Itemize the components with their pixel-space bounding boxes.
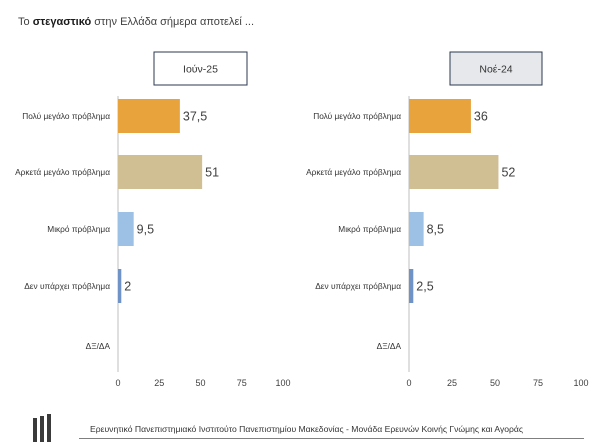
panel-2-x-tick-label: 50 xyxy=(490,378,500,388)
panel-2-bar xyxy=(409,99,471,133)
panel-2-category-label: ΔΞ/ΔΑ xyxy=(377,341,402,351)
heading-prefix: Το xyxy=(18,16,33,28)
panel-1-bar xyxy=(118,269,122,303)
panel-2-title: Νοέ-24 xyxy=(479,64,512,76)
panel-1-category-label: Δεν υπάρχει πρόβλημα xyxy=(24,281,110,291)
panel-1-x-tick-label: 25 xyxy=(154,378,164,388)
panel-2-category-label: Μικρό πρόβλημα xyxy=(338,224,401,234)
panel-2-bar xyxy=(409,212,424,246)
panel-1-value-label: 9,5 xyxy=(137,223,154,237)
panel-2-x-tick-label: 75 xyxy=(533,378,543,388)
panel-1-bar xyxy=(118,212,134,246)
panel-1-category-label: Αρκετά μεγάλο πρόβλημα xyxy=(15,167,110,177)
panel-1-value-label: 51 xyxy=(205,166,219,180)
panel-1-value-label: 37,5 xyxy=(183,110,207,124)
panel-2-x-tick-label: 0 xyxy=(406,378,411,388)
panel-1-category-label: Μικρό πρόβλημα xyxy=(47,224,110,234)
panel-1-value-label: 2 xyxy=(124,280,131,294)
panel-2-category-label: Δεν υπάρχει πρόβλημα xyxy=(315,281,401,291)
panel-2-x-tick-label: 25 xyxy=(447,378,457,388)
heading-bold: στεγαστικό xyxy=(32,16,92,28)
panel-1-x-tick-label: 50 xyxy=(195,378,205,388)
panel-2-value-label: 36 xyxy=(474,110,488,124)
panel-1-x-tick-label: 100 xyxy=(275,378,290,388)
panel-1-category-label: ΔΞ/ΔΑ xyxy=(86,341,111,351)
panel-1-category-label: Πολύ μεγάλο πρόβλημα xyxy=(22,111,110,121)
panel-1-x-tick-label: 0 xyxy=(115,378,120,388)
panel-2-value-label: 52 xyxy=(501,166,515,180)
panel-2-x-tick-label: 100 xyxy=(573,378,588,388)
panel-1-header-box xyxy=(153,51,248,86)
panel-1-title: Ιούν-25 xyxy=(183,64,218,76)
panel-2-category-label: Πολύ μεγάλο πρόβλημα xyxy=(313,111,401,121)
page-heading: Το στεγαστικό στην Ελλάδα σήμερα αποτελε… xyxy=(18,16,254,28)
panel-2-bar xyxy=(409,269,414,303)
footer-text: Ερευνητικό Πανεπιστημιακό Ινστιτούτο Παν… xyxy=(90,424,524,434)
footer-divider xyxy=(79,438,584,439)
institute-logo-icon xyxy=(32,414,54,442)
panel-2-bar xyxy=(409,155,499,189)
panel-2-value-label: 8,5 xyxy=(427,223,444,237)
panel-2-value-label: 2,5 xyxy=(416,280,433,294)
panel-2-header-box xyxy=(449,51,543,86)
panel-2-category-label: Αρκετά μεγάλο πρόβλημα xyxy=(306,167,401,177)
panel-1-bar xyxy=(118,99,180,133)
panel-1-x-tick-label: 75 xyxy=(237,378,247,388)
panel-1-bar xyxy=(118,155,203,189)
heading-suffix: στην Ελλάδα σήμερα αποτελεί ... xyxy=(91,16,255,28)
